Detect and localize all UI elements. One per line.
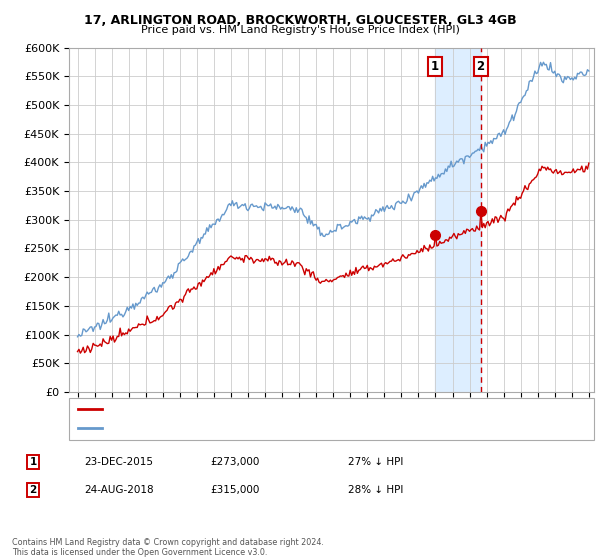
Text: 27% ↓ HPI: 27% ↓ HPI	[348, 457, 403, 467]
Text: 2: 2	[29, 485, 37, 495]
Text: £315,000: £315,000	[210, 485, 259, 495]
Text: 23-DEC-2015: 23-DEC-2015	[84, 457, 153, 467]
Text: 2: 2	[476, 60, 485, 73]
Text: Price paid vs. HM Land Registry's House Price Index (HPI): Price paid vs. HM Land Registry's House …	[140, 25, 460, 35]
Bar	[435, 48, 481, 392]
Text: 1: 1	[431, 60, 439, 73]
Text: £273,000: £273,000	[210, 457, 259, 467]
Text: 24-AUG-2018: 24-AUG-2018	[84, 485, 154, 495]
Text: 28% ↓ HPI: 28% ↓ HPI	[348, 485, 403, 495]
Text: HPI: Average price, detached house, Tewkesbury: HPI: Average price, detached house, Tewk…	[105, 423, 337, 432]
Text: 17, ARLINGTON ROAD, BROCKWORTH, GLOUCESTER, GL3 4GB: 17, ARLINGTON ROAD, BROCKWORTH, GLOUCEST…	[83, 14, 517, 27]
Text: 1: 1	[29, 457, 37, 467]
Text: 17, ARLINGTON ROAD, BROCKWORTH, GLOUCESTER, GL3 4GB (detached house): 17, ARLINGTON ROAD, BROCKWORTH, GLOUCEST…	[105, 405, 486, 414]
Text: Contains HM Land Registry data © Crown copyright and database right 2024.
This d: Contains HM Land Registry data © Crown c…	[12, 538, 324, 557]
